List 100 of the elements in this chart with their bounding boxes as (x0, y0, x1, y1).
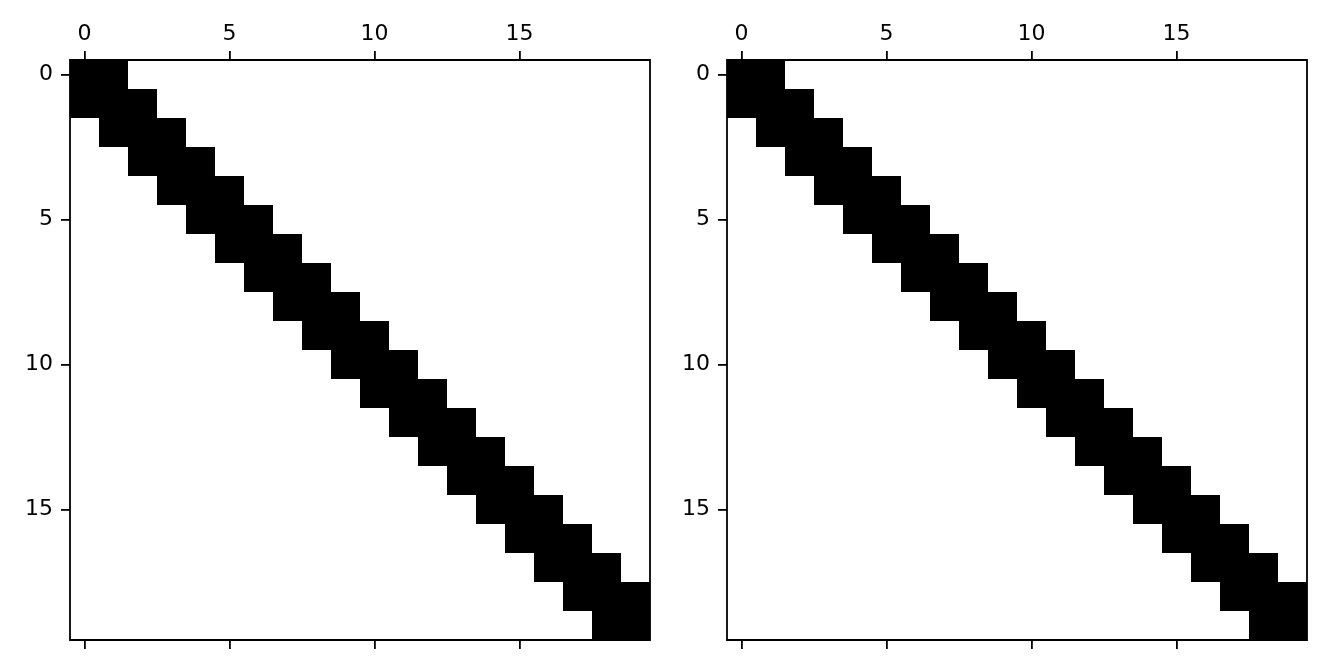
point (843, 176, 872, 205)
point (505, 524, 534, 553)
point (621, 611, 650, 640)
point (418, 379, 447, 408)
x-tick-label: 5 (879, 19, 894, 45)
y-tick-label: 10 (25, 350, 53, 376)
point (592, 582, 621, 611)
point (1191, 495, 1220, 524)
point (273, 292, 302, 321)
point (1191, 524, 1220, 553)
point (1162, 466, 1191, 495)
point (331, 350, 360, 379)
y-tick-label: 5 (696, 205, 710, 231)
point (1162, 495, 1191, 524)
point (70, 60, 99, 89)
point (99, 89, 128, 118)
point (505, 466, 534, 495)
point (128, 118, 157, 147)
point (447, 466, 476, 495)
point (988, 350, 1017, 379)
point (959, 292, 988, 321)
point (389, 350, 418, 379)
point (1191, 553, 1220, 582)
point (157, 147, 186, 176)
point (843, 147, 872, 176)
point (901, 205, 930, 234)
point (476, 495, 505, 524)
point (1104, 408, 1133, 437)
point (1104, 466, 1133, 495)
y-tick-label: 15 (25, 495, 53, 521)
point (756, 89, 785, 118)
point (1046, 350, 1075, 379)
point (930, 263, 959, 292)
point (476, 437, 505, 466)
point (476, 466, 505, 495)
x-tick-label: 5 (222, 19, 237, 45)
point (273, 234, 302, 263)
point (1046, 408, 1075, 437)
point (128, 147, 157, 176)
point (1220, 524, 1249, 553)
point (534, 553, 563, 582)
point (128, 89, 157, 118)
point (592, 611, 621, 640)
point (186, 205, 215, 234)
point (244, 234, 273, 263)
point (814, 118, 843, 147)
point (215, 234, 244, 263)
x-tick-label: 10 (1017, 19, 1046, 45)
point (563, 553, 592, 582)
point (756, 118, 785, 147)
point (1133, 495, 1162, 524)
point (1249, 611, 1278, 640)
point (302, 292, 331, 321)
x-tick-label: 0 (734, 19, 749, 45)
y-tick-label: 10 (682, 350, 710, 376)
point (988, 321, 1017, 350)
point (186, 147, 215, 176)
point (1075, 379, 1104, 408)
point (360, 321, 389, 350)
point (1220, 553, 1249, 582)
x-tick-label: 0 (77, 19, 92, 45)
point (785, 147, 814, 176)
point (785, 89, 814, 118)
point (505, 495, 534, 524)
point (157, 118, 186, 147)
point (592, 553, 621, 582)
point (418, 408, 447, 437)
point (814, 176, 843, 205)
point (988, 292, 1017, 321)
point (1220, 582, 1249, 611)
point (1075, 408, 1104, 437)
point (389, 408, 418, 437)
point (360, 350, 389, 379)
point (1278, 582, 1307, 611)
point (1133, 437, 1162, 466)
point (814, 147, 843, 176)
y-tick-label: 5 (39, 205, 53, 231)
point (930, 234, 959, 263)
point (244, 263, 273, 292)
point (1278, 611, 1307, 640)
point (872, 176, 901, 205)
point (1249, 553, 1278, 582)
point (447, 437, 476, 466)
point (959, 321, 988, 350)
point (621, 582, 650, 611)
x-tick-label: 10 (360, 19, 389, 45)
point (930, 292, 959, 321)
point (1017, 321, 1046, 350)
point (534, 524, 563, 553)
point (389, 379, 418, 408)
point (1133, 466, 1162, 495)
point (901, 234, 930, 263)
point (186, 176, 215, 205)
point (1017, 350, 1046, 379)
point (959, 263, 988, 292)
point (1249, 582, 1278, 611)
point (331, 292, 360, 321)
point (1162, 524, 1191, 553)
point (99, 118, 128, 147)
point (273, 263, 302, 292)
